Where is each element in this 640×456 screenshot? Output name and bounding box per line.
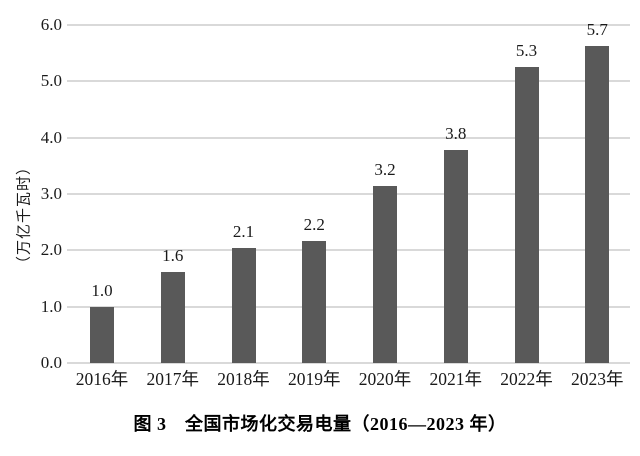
y-tick-label: 5.0 — [40, 71, 62, 91]
x-tick-label: 2017年 — [146, 369, 200, 389]
chart-caption: 图 3 全国市场化交易电量（2016—2023 年） — [133, 414, 507, 434]
bar — [443, 150, 468, 363]
y-tick-label: 2.0 — [40, 240, 62, 260]
gridline — [67, 80, 630, 83]
gridline — [67, 249, 630, 252]
gridline — [67, 24, 630, 26]
y-axis-title: （万亿千瓦时） — [16, 158, 33, 272]
bar — [302, 240, 327, 363]
x-tick-label: 2022年 — [500, 369, 553, 389]
bar-value-label: 1.6 — [162, 245, 184, 265]
x-tick-label: 2020年 — [358, 369, 412, 389]
x-tick-label: 2021年 — [429, 369, 483, 389]
bar — [90, 306, 114, 363]
bar — [585, 46, 610, 363]
bar-value-label: 3.2 — [374, 159, 396, 179]
y-tick-label: 6.0 — [40, 15, 62, 34]
gridline — [67, 305, 630, 308]
y-tick-label: 4.0 — [40, 127, 62, 147]
gridline — [67, 193, 630, 195]
bar-value-label: 3.8 — [445, 124, 467, 144]
bar — [160, 271, 185, 363]
bar — [373, 185, 397, 363]
bar — [514, 67, 539, 363]
x-tick-label: 2016年 — [75, 369, 129, 389]
x-tick-label: 2023年 — [571, 369, 624, 389]
x-tick-label: 2019年 — [288, 369, 341, 389]
bar — [231, 247, 256, 363]
y-tick-label: 3.0 — [40, 184, 62, 203]
gridline — [67, 136, 630, 139]
y-tick-label: 1.0 — [40, 296, 62, 316]
y-tick-label: 0.0 — [40, 353, 62, 372]
x-tick-label: 2018年 — [217, 369, 270, 389]
bar-value-label: 1.0 — [91, 280, 113, 300]
bar-value-label: 5.3 — [515, 41, 538, 61]
bar-value-label: 5.7 — [586, 20, 608, 40]
gridline — [67, 362, 630, 364]
bar-value-label: 2.1 — [232, 221, 255, 241]
bar-value-label: 2.2 — [303, 214, 325, 234]
